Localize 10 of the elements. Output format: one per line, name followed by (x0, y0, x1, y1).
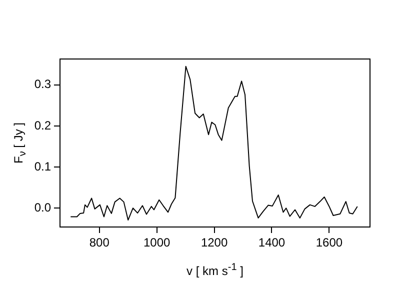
x-axis-title: v [ km s$^{-1}$ ] (186, 262, 244, 278)
y-tick-label: 0.0 (34, 200, 52, 214)
x-tick-label: 1200 (200, 236, 228, 250)
y-tick-label: 0.3 (34, 77, 52, 92)
x-tick-label: 800 (89, 236, 110, 250)
y-tick-label: 0.1 (34, 159, 52, 174)
x-tick-label: 1600 (316, 236, 343, 250)
y-tick-label: 0.2 (34, 118, 52, 132)
x-tick-label: 1400 (258, 236, 286, 250)
x-tick-label: 1000 (143, 236, 170, 250)
